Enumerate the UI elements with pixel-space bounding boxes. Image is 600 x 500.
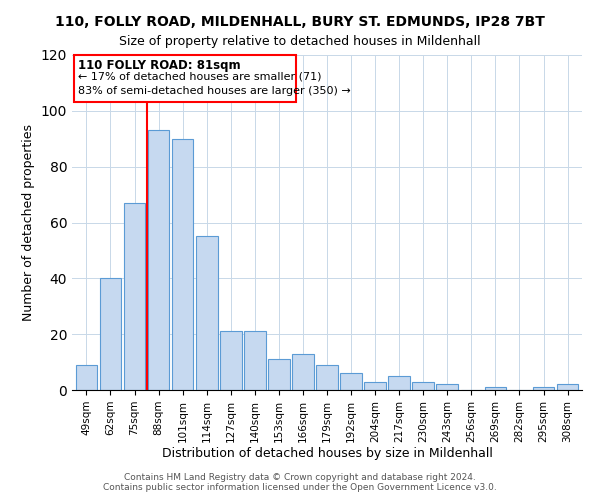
Text: 110 FOLLY ROAD: 81sqm: 110 FOLLY ROAD: 81sqm: [78, 59, 241, 72]
Text: Contains HM Land Registry data © Crown copyright and database right 2024.
Contai: Contains HM Land Registry data © Crown c…: [103, 473, 497, 492]
Bar: [533, 387, 554, 390]
Bar: [244, 332, 266, 390]
Bar: [436, 384, 458, 390]
Bar: [196, 236, 218, 390]
FancyBboxPatch shape: [74, 55, 296, 102]
Bar: [124, 203, 145, 390]
Text: ← 17% of detached houses are smaller (71): ← 17% of detached houses are smaller (71…: [78, 72, 322, 82]
Bar: [485, 387, 506, 390]
Bar: [76, 365, 97, 390]
Text: Size of property relative to detached houses in Mildenhall: Size of property relative to detached ho…: [119, 35, 481, 48]
Bar: [100, 278, 121, 390]
Bar: [316, 365, 338, 390]
Bar: [388, 376, 410, 390]
Text: 110, FOLLY ROAD, MILDENHALL, BURY ST. EDMUNDS, IP28 7BT: 110, FOLLY ROAD, MILDENHALL, BURY ST. ED…: [55, 15, 545, 29]
X-axis label: Distribution of detached houses by size in Mildenhall: Distribution of detached houses by size …: [161, 448, 493, 460]
Text: 83% of semi-detached houses are larger (350) →: 83% of semi-detached houses are larger (…: [78, 86, 351, 96]
Bar: [412, 382, 434, 390]
Bar: [172, 138, 193, 390]
Bar: [364, 382, 386, 390]
Bar: [292, 354, 314, 390]
Y-axis label: Number of detached properties: Number of detached properties: [22, 124, 35, 321]
Bar: [268, 360, 290, 390]
Bar: [148, 130, 169, 390]
Bar: [220, 332, 242, 390]
Bar: [557, 384, 578, 390]
Bar: [340, 373, 362, 390]
